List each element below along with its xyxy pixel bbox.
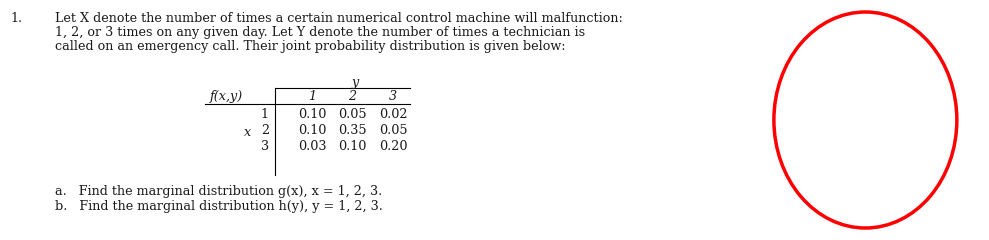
Text: 2: 2 <box>348 90 356 103</box>
Text: y: y <box>351 76 359 89</box>
Text: 1: 1 <box>261 108 269 121</box>
Text: 2: 2 <box>261 124 269 137</box>
Text: 0.05: 0.05 <box>379 124 407 137</box>
Text: 0.10: 0.10 <box>298 108 326 121</box>
Text: 1: 1 <box>308 90 316 103</box>
Text: 3: 3 <box>261 140 269 153</box>
Text: 0.10: 0.10 <box>298 124 326 137</box>
Text: f(x,y): f(x,y) <box>210 90 243 103</box>
Text: called on an emergency call. Their joint probability distribution is given below: called on an emergency call. Their joint… <box>55 40 566 53</box>
Text: a.   Find the marginal distribution g(x), x = 1, 2, 3.: a. Find the marginal distribution g(x), … <box>55 185 383 198</box>
Text: 0.05: 0.05 <box>337 108 366 121</box>
Text: 0.20: 0.20 <box>379 140 407 153</box>
Text: 0.03: 0.03 <box>298 140 326 153</box>
Text: b.   Find the marginal distribution h(y), y = 1, 2, 3.: b. Find the marginal distribution h(y), … <box>55 200 383 213</box>
Text: 0.10: 0.10 <box>338 140 366 153</box>
Text: Let X denote the number of times a certain numerical control machine will malfun: Let X denote the number of times a certa… <box>55 12 623 25</box>
Text: 1.: 1. <box>10 12 22 25</box>
Text: 1, 2, or 3 times on any given day. Let Y denote the number of times a technician: 1, 2, or 3 times on any given day. Let Y… <box>55 26 585 39</box>
Text: x: x <box>244 126 251 139</box>
Text: 0.02: 0.02 <box>379 108 407 121</box>
Text: 0.35: 0.35 <box>337 124 366 137</box>
Text: 3: 3 <box>389 90 397 103</box>
